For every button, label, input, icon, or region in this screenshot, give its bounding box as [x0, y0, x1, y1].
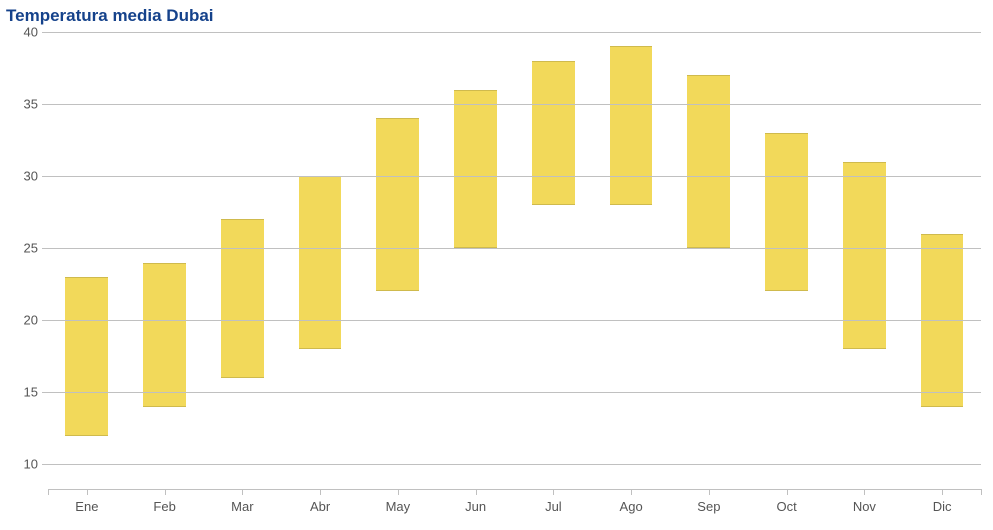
- grid-line: [48, 320, 981, 321]
- x-axis-label: Mar: [231, 499, 253, 514]
- x-tick: [631, 489, 632, 495]
- grid-line: [48, 248, 981, 249]
- x-axis-label: Oct: [777, 499, 797, 514]
- x-tick: [709, 489, 710, 495]
- x-axis-label: Sep: [697, 499, 720, 514]
- x-axis-label: Abr: [310, 499, 330, 514]
- x-tick: [165, 489, 166, 495]
- x-tick: [864, 489, 865, 495]
- grid-line: [48, 392, 981, 393]
- bar-mar[interactable]: [221, 219, 264, 378]
- x-tick: [87, 489, 88, 495]
- bar-may[interactable]: [376, 118, 419, 291]
- x-axis-label: Dic: [933, 499, 952, 514]
- grid-line: [48, 176, 981, 177]
- bar-jul[interactable]: [532, 61, 575, 205]
- grid-line: [48, 464, 981, 465]
- bar-oct[interactable]: [765, 133, 808, 292]
- plot-area: EneFebMarAbrMayJunJulAgoSepOctNovDic 101…: [48, 32, 981, 490]
- bar-ene[interactable]: [65, 277, 108, 436]
- y-tick: [42, 176, 48, 177]
- x-axis-label: May: [386, 499, 411, 514]
- bar-ago[interactable]: [610, 46, 653, 205]
- x-tick: [242, 489, 243, 495]
- x-tick: [981, 489, 982, 495]
- bar-jun[interactable]: [454, 90, 497, 249]
- y-tick: [42, 392, 48, 393]
- x-tick: [787, 489, 788, 495]
- temperature-chart: Temperatura media Dubai EneFebMarAbrMayJ…: [0, 0, 993, 530]
- grid-line: [48, 32, 981, 33]
- y-tick: [42, 464, 48, 465]
- bar-abr[interactable]: [299, 176, 342, 349]
- y-tick: [42, 320, 48, 321]
- x-axis-label: Ene: [75, 499, 98, 514]
- grid-line: [48, 104, 981, 105]
- bar-sep[interactable]: [687, 75, 730, 248]
- bars-layer: [48, 32, 981, 489]
- x-axis-label: Jul: [545, 499, 562, 514]
- x-tick: [398, 489, 399, 495]
- x-axis-label: Feb: [153, 499, 175, 514]
- x-axis: Ene Feb Mar Abr May Jun Jul Ago Sep Oct Nov Dic: [48, 489, 981, 529]
- x-tick: [942, 489, 943, 495]
- y-tick: [42, 32, 48, 33]
- x-axis-label: Nov: [853, 499, 876, 514]
- y-tick: [42, 104, 48, 105]
- x-tick: [553, 489, 554, 495]
- x-tick: [476, 489, 477, 495]
- x-tick: [320, 489, 321, 495]
- x-axis-label: Jun: [465, 499, 486, 514]
- x-tick: [48, 489, 49, 495]
- y-tick: [42, 248, 48, 249]
- x-axis-label: Ago: [620, 499, 643, 514]
- bar-feb[interactable]: [143, 263, 186, 407]
- chart-title: Temperatura media Dubai: [6, 6, 214, 26]
